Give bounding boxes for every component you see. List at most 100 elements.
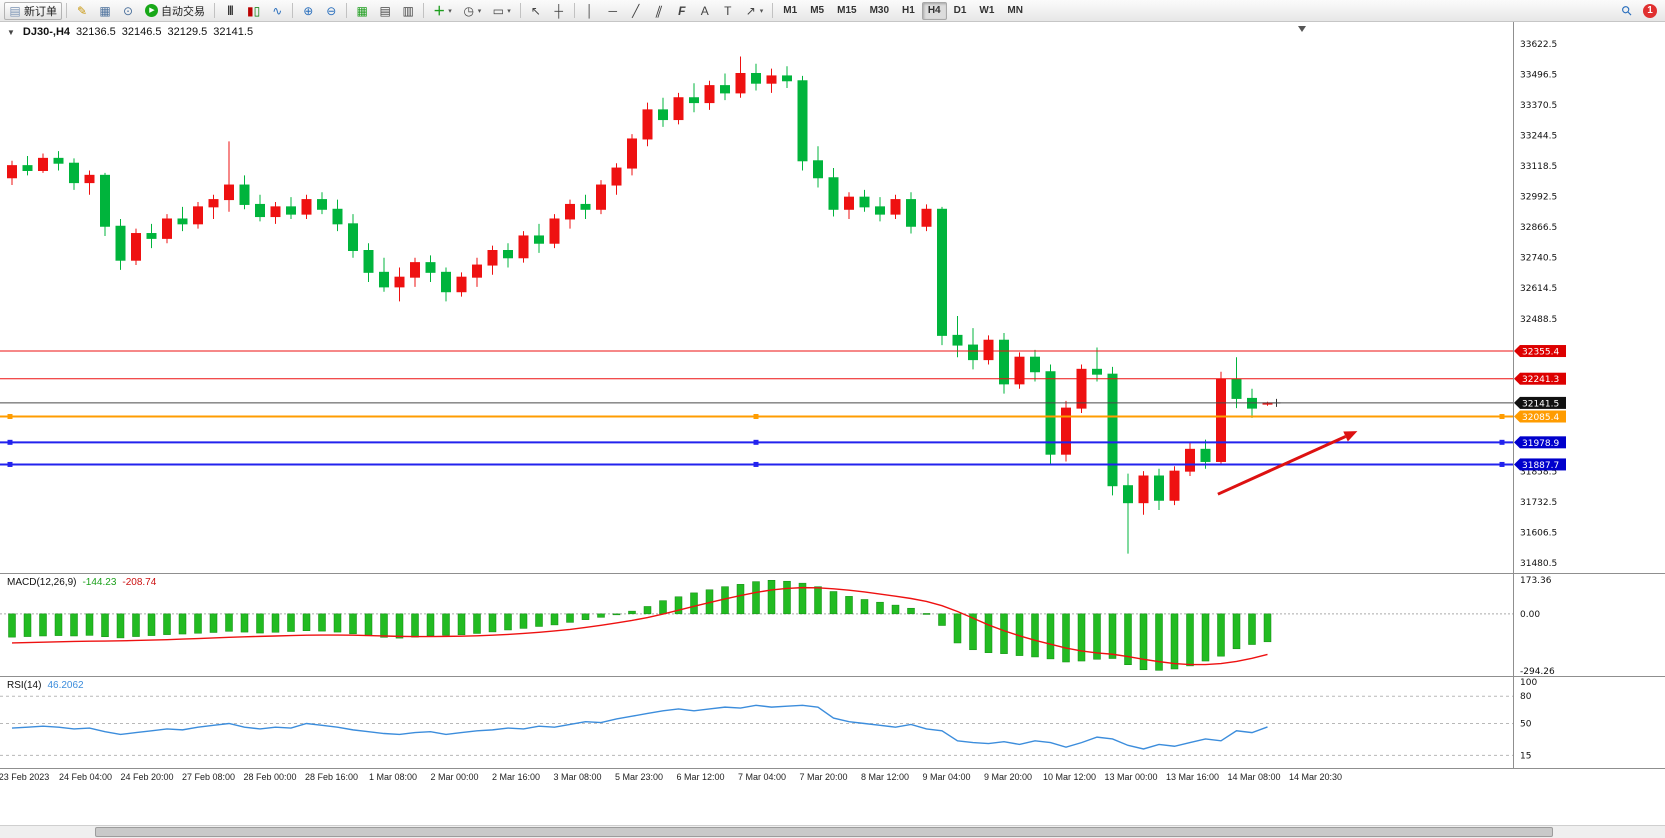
timeframe-h4[interactable]: H4	[921, 1, 947, 20]
crosshair-button[interactable]: ┼	[548, 2, 570, 20]
text-icon: A	[700, 3, 709, 18]
cursor-button[interactable]: ↖	[525, 2, 547, 20]
chart-canvas[interactable]: 33622.5 33496.5 33370.5 33244.5 33118.5 32992…	[0, 22, 1665, 769]
zoom-out-icon: ⊖	[326, 3, 337, 18]
scrollbar-thumb[interactable]	[95, 827, 1553, 837]
toolbar-separator	[214, 3, 215, 18]
arrow-object-icon: ↗	[745, 3, 756, 18]
bar-chart-button[interactable]: |||	[219, 2, 241, 20]
time-axis[interactable]: 23 Feb 2023 24 Feb 04:00 24 Feb 20:00 27 Fe…	[0, 769, 1665, 786]
timeframe-mn[interactable]: MN	[1007, 5, 1023, 16]
hline-31887.7[interactable]	[0, 461, 1513, 467]
templates-button[interactable]: ▭ ▾	[487, 2, 516, 20]
one-click-trading-toggle[interactable]: ▼	[7, 28, 15, 37]
arrange-windows-icon: ▥	[402, 3, 414, 18]
market-watch-button[interactable]: ▦	[94, 2, 116, 20]
cascade-windows-button[interactable]: ▤	[374, 2, 396, 20]
vertical-line-button[interactable]: │	[579, 2, 601, 20]
new-order-button[interactable]: ▤ 新订单	[4, 1, 62, 20]
timeframe-h1[interactable]: H1	[902, 5, 915, 16]
fibonacci-button[interactable]: F	[671, 2, 693, 20]
text-label-button[interactable]: T	[717, 2, 739, 20]
metaeditor-button[interactable]: ✎	[71, 2, 93, 20]
price-tag-32241.3: 32241.3	[1514, 372, 1566, 385]
arrange-windows-button[interactable]: ▥	[397, 2, 419, 20]
add-indicator-icon: ＋	[433, 3, 446, 18]
svg-text:32866.5: 32866.5	[1520, 223, 1557, 233]
price-tag-32085.4: 32085.4	[1514, 410, 1566, 423]
tile-windows-icon: ▦	[356, 3, 368, 18]
channel-icon: ∥	[653, 3, 665, 18]
fibonacci-icon: F	[678, 3, 686, 18]
zoom-in-button[interactable]: ⊕	[297, 2, 319, 20]
toolbar-separator	[346, 3, 348, 18]
horizontal-scrollbar[interactable]	[0, 825, 1665, 838]
time-label: 28 Feb 00:00	[243, 772, 297, 782]
timeframe-m30[interactable]: M30	[869, 5, 890, 16]
line-chart-button[interactable]: ∿	[266, 2, 288, 20]
time-label: 13 Mar 00:00	[1104, 772, 1158, 782]
tile-windows-button[interactable]: ▦	[351, 2, 373, 20]
timeframe-d1[interactable]: D1	[953, 5, 967, 16]
timeframe-m1[interactable]: M1	[783, 5, 798, 16]
svg-text:31978.9: 31978.9	[1522, 439, 1559, 449]
svg-text:33622.5: 33622.5	[1520, 40, 1557, 50]
time-label: 14 Mar 08:00	[1227, 772, 1281, 782]
price-scale[interactable]: 33622.5 33496.5 33370.5 33244.5 33118.5 32992…	[1520, 40, 1557, 762]
price-tag-31978.9: 31978.9	[1514, 436, 1566, 449]
zoom-out-button[interactable]: ⊖	[320, 2, 342, 20]
svg-text:33118.5: 33118.5	[1520, 162, 1557, 172]
arrows-button[interactable]: ↗ ▾	[740, 2, 769, 20]
dropdown-caret-icon: ▾	[759, 7, 764, 15]
timeframe-w1[interactable]: W1	[979, 5, 995, 16]
dropdown-caret-icon: ▾	[477, 7, 482, 15]
search-icon: ⚲	[1617, 1, 1636, 19]
timeframe-m5[interactable]: M5	[810, 5, 825, 16]
toolbar-separator	[573, 3, 575, 18]
timeframe-m15[interactable]: M15	[837, 5, 857, 16]
text-label-icon: T	[724, 3, 732, 18]
trend-arrow[interactable]	[1217, 431, 1358, 496]
text-button[interactable]: A	[694, 2, 716, 20]
svg-text:32241.3: 32241.3	[1522, 375, 1559, 385]
chart-shift-marker[interactable]	[1298, 26, 1306, 32]
candlestick-chart-button[interactable]: ▮▯	[242, 2, 265, 20]
dropdown-caret-icon: ▾	[507, 7, 511, 15]
notification-badge[interactable]: 1	[1643, 3, 1657, 18]
search-button[interactable]: ⚲	[1616, 1, 1638, 20]
time-label: 9 Mar 04:00	[922, 772, 971, 782]
hline-32085.4[interactable]	[0, 414, 1513, 420]
pane-frame	[0, 22, 1665, 769]
candlestick-chart-icon: ▮▯	[247, 3, 261, 18]
svg-text:33370.5: 33370.5	[1520, 101, 1557, 111]
autotrading-icon: ▶	[145, 4, 158, 17]
channel-button[interactable]: ∥	[648, 2, 670, 20]
autotrading-label: 自动交易	[161, 5, 205, 18]
svg-text:33496.5: 33496.5	[1520, 70, 1557, 80]
chart-window: 33622.5 33496.5 33370.5 33244.5 33118.5 32992…	[0, 22, 1665, 769]
hline-31978.9[interactable]	[0, 439, 1513, 445]
macd-pane	[0, 579, 1513, 671]
svg-text:50: 50	[1520, 720, 1532, 730]
zoom-in-icon: ⊕	[303, 3, 314, 18]
svg-text:32141.5: 32141.5	[1522, 399, 1559, 409]
time-label: 3 Mar 08:00	[553, 772, 602, 782]
price-tag-31887.7: 31887.7	[1514, 458, 1566, 471]
svg-text:32740.5: 32740.5	[1520, 254, 1557, 264]
trendline-button[interactable]: ╱	[625, 2, 647, 20]
timeframe-switcher: M1 M5 M15 M30 H1 H4 D1 W1 MN	[777, 1, 1029, 20]
time-label: 24 Feb 20:00	[120, 772, 174, 782]
horizontal-line-icon: ─	[608, 3, 618, 18]
market-watch-icon: ▦	[99, 3, 111, 18]
autotrading-button[interactable]: ▶ 自动交易	[140, 2, 210, 20]
horizontal-line-button[interactable]: ─	[602, 2, 624, 20]
metaeditor-icon: ✎	[76, 3, 88, 18]
time-label: 2 Mar 16:00	[491, 772, 541, 782]
svg-text:31606.5: 31606.5	[1520, 529, 1557, 539]
cursor-icon: ↖	[530, 3, 541, 18]
timeframes-menu-button[interactable]: ◷ ▾	[458, 2, 487, 20]
add-indicator-button[interactable]: ＋ ▾	[428, 2, 457, 20]
navigator-button[interactable]: ⊙	[117, 2, 139, 20]
bottom-gap	[0, 786, 1665, 825]
vertical-line-icon: │	[586, 3, 594, 18]
